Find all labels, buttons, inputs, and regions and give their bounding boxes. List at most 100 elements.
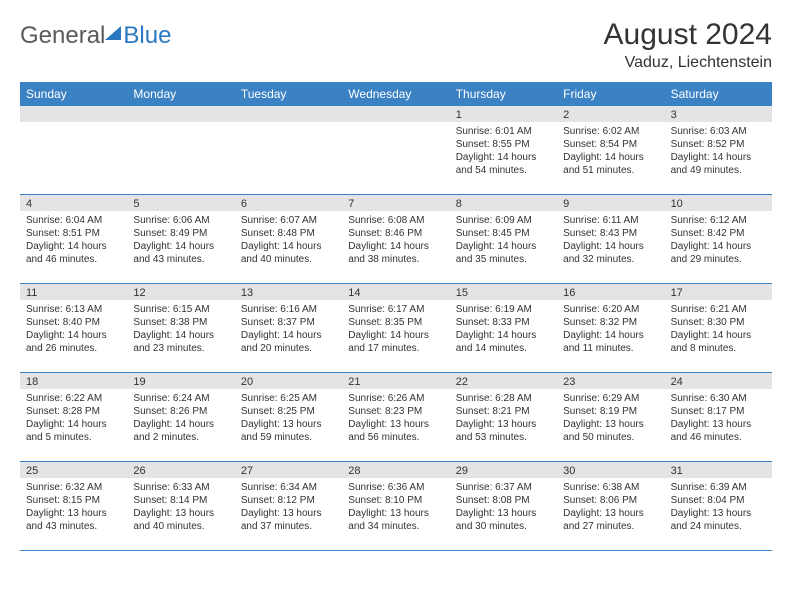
sunset-text: Sunset: 8:28 PM [26, 405, 121, 418]
daylight-text: Daylight: 14 hours and 46 minutes. [26, 240, 121, 266]
sunrise-text: Sunrise: 6:15 AM [133, 303, 228, 316]
logo: General Blue [20, 22, 171, 50]
day-content: Sunrise: 6:13 AMSunset: 8:40 PMDaylight:… [20, 300, 127, 359]
day-number: 5 [127, 195, 234, 211]
day-cell: 26Sunrise: 6:33 AMSunset: 8:14 PMDayligh… [127, 462, 234, 550]
logo-text-blue: Blue [123, 22, 171, 50]
sunrise-text: Sunrise: 6:11 AM [563, 214, 658, 227]
sunset-text: Sunset: 8:26 PM [133, 405, 228, 418]
day-cell: 8Sunrise: 6:09 AMSunset: 8:45 PMDaylight… [450, 195, 557, 283]
day-number: 24 [665, 373, 772, 389]
logo-triangle-icon [105, 26, 121, 40]
sunrise-text: Sunrise: 6:16 AM [241, 303, 336, 316]
weeks-container: 1Sunrise: 6:01 AMSunset: 8:55 PMDaylight… [20, 106, 772, 551]
title-block: August 2024 Vaduz, Liechtenstein [604, 18, 772, 72]
sunrise-text: Sunrise: 6:39 AM [671, 481, 766, 494]
daylight-text: Daylight: 13 hours and 43 minutes. [26, 507, 121, 533]
day-cell: 25Sunrise: 6:32 AMSunset: 8:15 PMDayligh… [20, 462, 127, 550]
day-content: Sunrise: 6:32 AMSunset: 8:15 PMDaylight:… [20, 478, 127, 537]
day-content: Sunrise: 6:21 AMSunset: 8:30 PMDaylight:… [665, 300, 772, 359]
day-number: 26 [127, 462, 234, 478]
daylight-text: Daylight: 13 hours and 27 minutes. [563, 507, 658, 533]
day-number: 31 [665, 462, 772, 478]
sunrise-text: Sunrise: 6:13 AM [26, 303, 121, 316]
day-number: 9 [557, 195, 664, 211]
daylight-text: Daylight: 13 hours and 53 minutes. [456, 418, 551, 444]
sunset-text: Sunset: 8:10 PM [348, 494, 443, 507]
day-number: 6 [235, 195, 342, 211]
daylight-text: Daylight: 13 hours and 37 minutes. [241, 507, 336, 533]
day-cell: 13Sunrise: 6:16 AMSunset: 8:37 PMDayligh… [235, 284, 342, 372]
day-cell: 3Sunrise: 6:03 AMSunset: 8:52 PMDaylight… [665, 106, 772, 194]
day-content: Sunrise: 6:12 AMSunset: 8:42 PMDaylight:… [665, 211, 772, 270]
day-content: Sunrise: 6:11 AMSunset: 8:43 PMDaylight:… [557, 211, 664, 270]
daylight-text: Daylight: 14 hours and 26 minutes. [26, 329, 121, 355]
day-content: Sunrise: 6:29 AMSunset: 8:19 PMDaylight:… [557, 389, 664, 448]
sunrise-text: Sunrise: 6:32 AM [26, 481, 121, 494]
daylight-text: Daylight: 14 hours and 23 minutes. [133, 329, 228, 355]
sunrise-text: Sunrise: 6:01 AM [456, 125, 551, 138]
day-content: Sunrise: 6:25 AMSunset: 8:25 PMDaylight:… [235, 389, 342, 448]
day-cell: 14Sunrise: 6:17 AMSunset: 8:35 PMDayligh… [342, 284, 449, 372]
day-content: Sunrise: 6:24 AMSunset: 8:26 PMDaylight:… [127, 389, 234, 448]
sunrise-text: Sunrise: 6:19 AM [456, 303, 551, 316]
weekday-header: Friday [557, 82, 664, 106]
sunset-text: Sunset: 8:33 PM [456, 316, 551, 329]
daylight-text: Daylight: 14 hours and 54 minutes. [456, 151, 551, 177]
day-number: 1 [450, 106, 557, 122]
daylight-text: Daylight: 13 hours and 50 minutes. [563, 418, 658, 444]
day-content: Sunrise: 6:15 AMSunset: 8:38 PMDaylight:… [127, 300, 234, 359]
day-content: Sunrise: 6:08 AMSunset: 8:46 PMDaylight:… [342, 211, 449, 270]
day-number: 23 [557, 373, 664, 389]
day-content: Sunrise: 6:39 AMSunset: 8:04 PMDaylight:… [665, 478, 772, 537]
day-cell [235, 106, 342, 194]
day-number: 3 [665, 106, 772, 122]
day-number: 10 [665, 195, 772, 211]
day-cell: 29Sunrise: 6:37 AMSunset: 8:08 PMDayligh… [450, 462, 557, 550]
sunrise-text: Sunrise: 6:24 AM [133, 392, 228, 405]
day-cell: 2Sunrise: 6:02 AMSunset: 8:54 PMDaylight… [557, 106, 664, 194]
week-row: 1Sunrise: 6:01 AMSunset: 8:55 PMDaylight… [20, 106, 772, 195]
daylight-text: Daylight: 14 hours and 14 minutes. [456, 329, 551, 355]
sunrise-text: Sunrise: 6:03 AM [671, 125, 766, 138]
day-content: Sunrise: 6:36 AMSunset: 8:10 PMDaylight:… [342, 478, 449, 537]
day-number: 27 [235, 462, 342, 478]
day-content: Sunrise: 6:16 AMSunset: 8:37 PMDaylight:… [235, 300, 342, 359]
daylight-text: Daylight: 13 hours and 56 minutes. [348, 418, 443, 444]
sunrise-text: Sunrise: 6:02 AM [563, 125, 658, 138]
daylight-text: Daylight: 14 hours and 40 minutes. [241, 240, 336, 266]
day-cell: 19Sunrise: 6:24 AMSunset: 8:26 PMDayligh… [127, 373, 234, 461]
sunset-text: Sunset: 8:04 PM [671, 494, 766, 507]
sunrise-text: Sunrise: 6:20 AM [563, 303, 658, 316]
weekday-header: Wednesday [342, 82, 449, 106]
day-cell [127, 106, 234, 194]
day-content: Sunrise: 6:17 AMSunset: 8:35 PMDaylight:… [342, 300, 449, 359]
sunset-text: Sunset: 8:06 PM [563, 494, 658, 507]
week-row: 11Sunrise: 6:13 AMSunset: 8:40 PMDayligh… [20, 284, 772, 373]
sunrise-text: Sunrise: 6:30 AM [671, 392, 766, 405]
day-cell: 15Sunrise: 6:19 AMSunset: 8:33 PMDayligh… [450, 284, 557, 372]
sunset-text: Sunset: 8:25 PM [241, 405, 336, 418]
daylight-text: Daylight: 14 hours and 51 minutes. [563, 151, 658, 177]
day-number: 12 [127, 284, 234, 300]
daylight-text: Daylight: 14 hours and 17 minutes. [348, 329, 443, 355]
day-cell: 24Sunrise: 6:30 AMSunset: 8:17 PMDayligh… [665, 373, 772, 461]
day-cell: 4Sunrise: 6:04 AMSunset: 8:51 PMDaylight… [20, 195, 127, 283]
sunset-text: Sunset: 8:23 PM [348, 405, 443, 418]
day-number: 21 [342, 373, 449, 389]
day-cell: 11Sunrise: 6:13 AMSunset: 8:40 PMDayligh… [20, 284, 127, 372]
sunset-text: Sunset: 8:51 PM [26, 227, 121, 240]
daylight-text: Daylight: 14 hours and 11 minutes. [563, 329, 658, 355]
day-content: Sunrise: 6:03 AMSunset: 8:52 PMDaylight:… [665, 122, 772, 181]
day-cell [342, 106, 449, 194]
day-number: 30 [557, 462, 664, 478]
page-header: General Blue August 2024 Vaduz, Liechten… [20, 18, 772, 72]
sunrise-text: Sunrise: 6:22 AM [26, 392, 121, 405]
sunset-text: Sunset: 8:46 PM [348, 227, 443, 240]
day-content: Sunrise: 6:20 AMSunset: 8:32 PMDaylight:… [557, 300, 664, 359]
day-cell: 21Sunrise: 6:26 AMSunset: 8:23 PMDayligh… [342, 373, 449, 461]
day-number: 25 [20, 462, 127, 478]
day-number: 16 [557, 284, 664, 300]
daylight-text: Daylight: 14 hours and 35 minutes. [456, 240, 551, 266]
day-cell: 7Sunrise: 6:08 AMSunset: 8:46 PMDaylight… [342, 195, 449, 283]
